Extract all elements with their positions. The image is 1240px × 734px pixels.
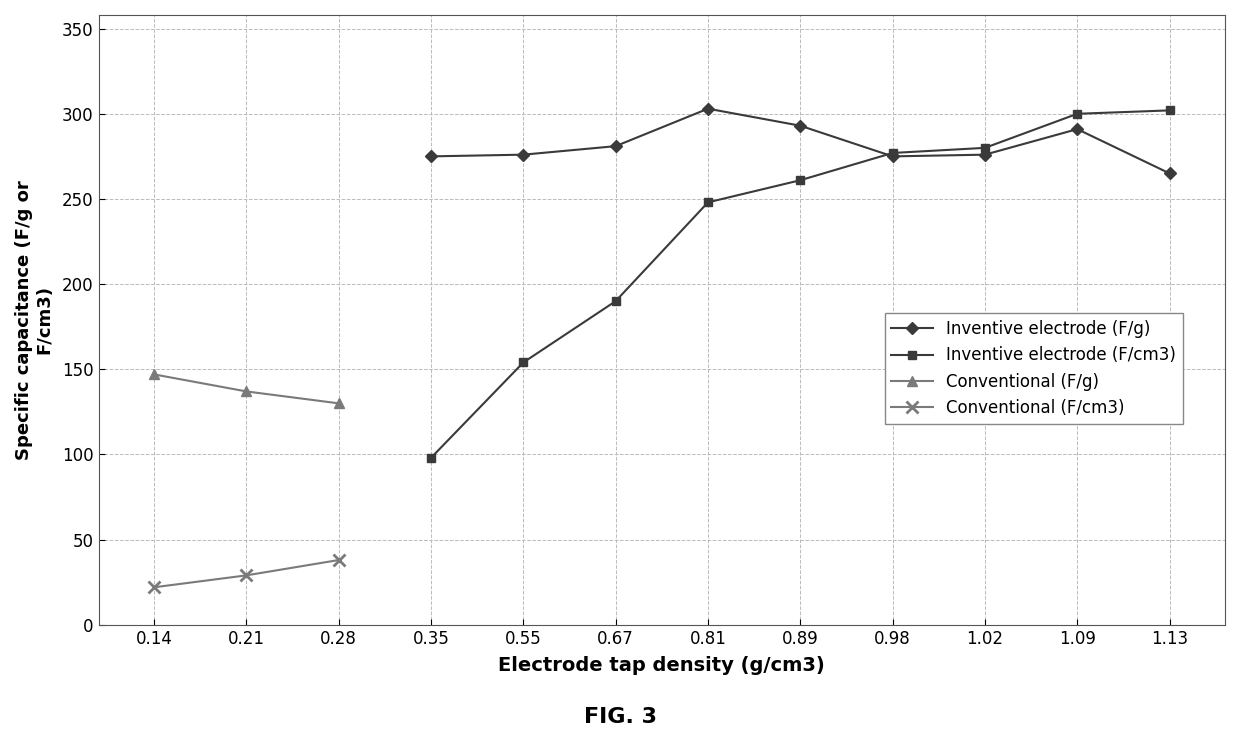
Y-axis label: Specific capacitance (F/g or
F/cm3): Specific capacitance (F/g or F/cm3) [15,180,53,459]
Inventive electrode (F/g) [516,150,531,159]
Conventional (F/g) [331,399,346,408]
Conventional (F/cm3) [239,571,254,580]
Line: Conventional (F/g): Conventional (F/g) [149,369,343,408]
Conventional (F/cm3) [331,556,346,564]
Legend: Inventive electrode (F/g), Inventive electrode (F/cm3), Conventional (F/g), Conv: Inventive electrode (F/g), Inventive ele… [884,313,1183,424]
Line: Inventive electrode (F/cm3): Inventive electrode (F/cm3) [427,106,1174,462]
Inventive electrode (F/cm3) [885,148,900,157]
X-axis label: Electrode tap density (g/cm3): Electrode tap density (g/cm3) [498,656,825,675]
Inventive electrode (F/g) [1162,169,1177,178]
Inventive electrode (F/cm3) [424,454,439,462]
Inventive electrode (F/cm3) [977,143,992,152]
Inventive electrode (F/cm3) [792,176,807,185]
Conventional (F/g) [146,370,161,379]
Inventive electrode (F/g) [977,150,992,159]
Inventive electrode (F/g) [701,104,715,113]
Conventional (F/cm3) [146,583,161,592]
Conventional (F/g) [239,387,254,396]
Inventive electrode (F/g) [885,152,900,161]
Inventive electrode (F/cm3) [608,297,622,305]
Inventive electrode (F/cm3) [1070,109,1085,118]
Inventive electrode (F/cm3) [701,198,715,207]
Inventive electrode (F/g) [608,142,622,150]
Inventive electrode (F/g) [1070,125,1085,134]
Inventive electrode (F/cm3) [516,358,531,367]
Text: FIG. 3: FIG. 3 [584,707,656,727]
Line: Inventive electrode (F/g): Inventive electrode (F/g) [427,104,1174,178]
Line: Conventional (F/cm3): Conventional (F/cm3) [148,553,345,594]
Inventive electrode (F/cm3) [1162,106,1177,115]
Inventive electrode (F/g) [424,152,439,161]
Inventive electrode (F/g) [792,121,807,130]
